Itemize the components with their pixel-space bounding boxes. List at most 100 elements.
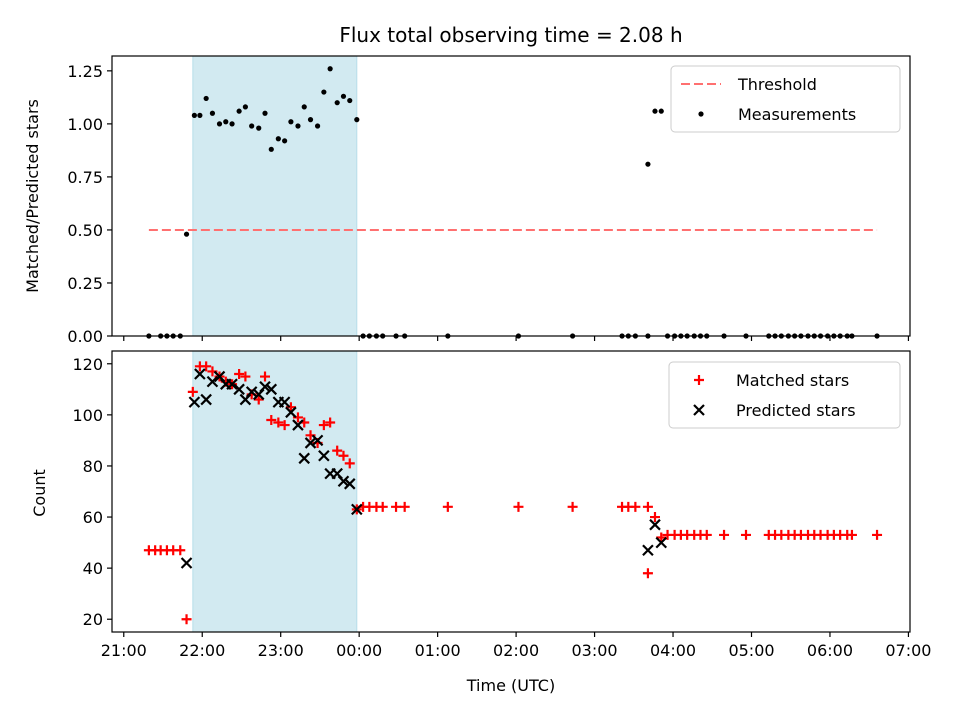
y-tick-label: 0.00 [67,327,103,346]
data-point-dot [229,121,235,127]
data-point-x [343,478,356,490]
data-point-dot [652,108,658,114]
data-point-dot [268,146,274,152]
data-point-plus [872,529,883,540]
data-point-plus [719,529,730,540]
legend-box [668,361,901,429]
x-tick-label: 22:00 [179,641,225,660]
data-point-x [298,452,311,465]
y-tick-label: 1.25 [67,62,103,81]
legend-label: Threshold [737,75,817,94]
data-point-plus [338,450,349,461]
data-point-plus [344,458,355,469]
data-point-plus [260,371,271,382]
y-tick-label: 20 [83,610,103,629]
data-point-plus [240,371,251,382]
x-tick-label: 05:00 [728,641,774,660]
data-point-plus [391,501,402,512]
data-point-x [351,503,363,516]
legend: Matched stars Predicted stars [668,361,901,429]
chart-title: Flux total observing time = 2.08 h [339,23,682,47]
data-point-plus [181,614,192,625]
data-point-plus [253,394,264,405]
x-axis-label: Time (UTC) [466,676,555,695]
x-tick-label: 00:00 [336,641,382,660]
legend-handle [698,111,704,117]
data-point-plus [741,529,752,540]
highlight-span [192,55,358,337]
data-point-x [188,396,201,408]
y-tick-label: 1.00 [67,115,103,134]
data-point-plus [175,545,186,556]
data-point-plus [325,417,336,428]
count-panel: 20 40 60 80 100 120 21:00 22:00 23:00 00:00 01:00 0… [72,350,931,660]
data-point-plus [234,368,245,379]
data-point-x [180,557,193,569]
data-point-x [318,449,330,462]
top-y-axis-label: Matched/Predicted stars [23,99,42,293]
data-point-dot [249,123,255,129]
data-point-x [337,475,350,488]
data-point-dot [223,119,229,125]
data-point-x [200,393,212,406]
y-tick-label: 0.25 [67,274,103,293]
data-point-x [245,386,258,398]
y-tick-label: 100 [72,406,103,425]
data-point-x [206,375,219,388]
data-point-x [278,396,291,408]
x-tick-label: 02:00 [493,641,539,660]
data-point-dot [183,231,190,237]
legend: Threshold Measurements [670,65,901,133]
plot-frame [111,350,911,633]
data-point-plus [846,529,857,540]
data-point-dot [282,138,288,144]
legend-box [670,65,901,133]
data-point-dot [262,110,268,116]
y-tick-label: 80 [83,457,103,476]
data-point-plus [318,420,329,431]
data-point-x [655,536,668,549]
data-point-plus [649,512,660,523]
x-tick-label: 03:00 [572,641,618,660]
data-point-dot [354,117,360,123]
data-point-x [226,378,238,390]
y-tick-label: 120 [72,355,103,374]
x-tick-label: 23:00 [258,641,304,660]
legend-label: Predicted stars [736,401,856,420]
data-point-plus [642,568,653,579]
data-point-dot [216,121,223,127]
data-point-plus [642,501,653,512]
data-point-plus [442,501,453,512]
data-point-plus [567,501,578,512]
data-point-x [194,368,206,380]
data-point-dot [327,66,333,72]
data-point-dot [645,161,651,167]
legend-handle [694,375,704,385]
data-point-x [292,419,304,431]
data-point-dot [295,123,301,129]
data-point-x [265,383,278,396]
bottom-y-axis-label: Count [30,469,49,517]
data-point-dot [256,125,262,131]
x-tick-label: 07:00 [885,641,931,660]
data-point-x [259,380,271,393]
x-tick-label: 21:00 [101,641,147,660]
x-tick-label: 04:00 [650,641,696,660]
data-point-x [285,406,297,419]
data-point-dot [209,110,216,116]
data-point-plus [701,529,712,540]
plot-frame [111,55,911,337]
data-point-dot [314,123,321,129]
data-point-x [311,434,324,447]
data-point-dot [197,112,203,118]
data-point-dot [236,108,242,114]
data-point-dot [203,95,209,102]
ratio-panel: 0.00 0.25 0.50 0.75 1.00 1.25 Threshold Measure… [67,55,911,346]
data-point-x [304,437,317,449]
data-point-dot [191,112,197,118]
data-point-x [642,544,654,557]
data-point-plus [266,414,277,425]
data-point-dot [301,104,307,110]
data-point-dot [334,100,340,106]
data-point-dot [307,117,314,123]
